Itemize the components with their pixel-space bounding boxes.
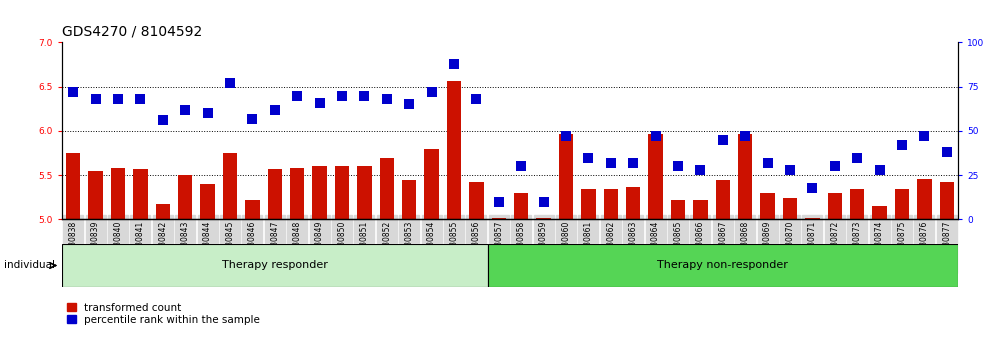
- Point: [132, 96, 148, 102]
- Bar: [895, 188, 909, 219]
- Point: [782, 167, 798, 173]
- Point: [379, 96, 395, 102]
- Point: [312, 100, 328, 105]
- Point: [200, 110, 216, 116]
- Bar: [648, 133, 663, 219]
- Bar: [604, 189, 618, 219]
- Bar: [671, 200, 685, 219]
- Point: [222, 80, 238, 86]
- Point: [580, 155, 596, 160]
- Point: [356, 93, 372, 98]
- Bar: [424, 149, 439, 219]
- Bar: [469, 182, 484, 219]
- Point: [827, 164, 843, 169]
- Point: [88, 96, 104, 102]
- Bar: [62, 244, 488, 287]
- Bar: [312, 166, 327, 219]
- Bar: [357, 166, 372, 219]
- Bar: [716, 179, 730, 219]
- Bar: [783, 198, 797, 219]
- Bar: [200, 184, 215, 219]
- Point: [692, 167, 708, 173]
- Point: [289, 93, 305, 98]
- Point: [446, 61, 462, 67]
- Point: [65, 89, 81, 95]
- Bar: [66, 153, 80, 219]
- Point: [939, 149, 955, 155]
- Text: Therapy responder: Therapy responder: [222, 261, 328, 270]
- Bar: [738, 133, 752, 219]
- Bar: [559, 133, 573, 219]
- Point: [468, 96, 484, 102]
- Bar: [805, 218, 820, 219]
- Bar: [178, 175, 192, 219]
- Point: [558, 133, 574, 139]
- Bar: [693, 200, 708, 219]
- Point: [916, 133, 932, 139]
- Bar: [492, 218, 506, 219]
- Point: [603, 160, 619, 166]
- Bar: [156, 204, 170, 219]
- Bar: [133, 169, 148, 219]
- Bar: [111, 168, 125, 219]
- Point: [648, 133, 664, 139]
- Bar: [88, 171, 103, 219]
- Bar: [290, 168, 304, 219]
- Text: individual: individual: [4, 261, 55, 270]
- Point: [625, 160, 641, 166]
- Point: [849, 155, 865, 160]
- Bar: [940, 182, 954, 219]
- Bar: [760, 193, 775, 219]
- Point: [424, 89, 440, 95]
- Point: [760, 160, 776, 166]
- Bar: [380, 158, 394, 219]
- Point: [737, 133, 753, 139]
- Point: [715, 137, 731, 143]
- Bar: [581, 188, 596, 219]
- Point: [155, 118, 171, 123]
- Bar: [335, 166, 349, 219]
- Bar: [850, 188, 864, 219]
- Bar: [917, 179, 932, 219]
- Point: [177, 107, 193, 113]
- Point: [334, 93, 350, 98]
- Bar: [514, 193, 528, 219]
- Bar: [268, 169, 282, 219]
- Bar: [828, 193, 842, 219]
- Bar: [447, 80, 461, 219]
- Legend: transformed count, percentile rank within the sample: transformed count, percentile rank withi…: [67, 303, 260, 325]
- Point: [491, 199, 507, 205]
- Point: [894, 142, 910, 148]
- Bar: [536, 218, 551, 219]
- Bar: [626, 187, 640, 219]
- Point: [804, 185, 820, 190]
- Point: [401, 102, 417, 107]
- Text: GDS4270 / 8104592: GDS4270 / 8104592: [62, 25, 202, 39]
- Bar: [488, 244, 958, 287]
- Point: [244, 116, 260, 121]
- Bar: [872, 206, 887, 219]
- Bar: [223, 153, 237, 219]
- Point: [536, 199, 552, 205]
- Point: [513, 164, 529, 169]
- Point: [267, 107, 283, 113]
- Bar: [402, 179, 416, 219]
- Point: [670, 164, 686, 169]
- Bar: [245, 200, 260, 219]
- Point: [110, 96, 126, 102]
- Point: [872, 167, 888, 173]
- Text: Therapy non-responder: Therapy non-responder: [657, 261, 788, 270]
